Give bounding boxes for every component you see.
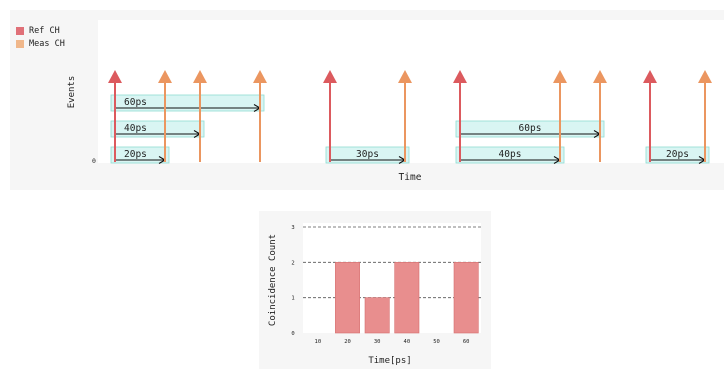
hist-x-axis-label: Time[ps] [368,356,411,366]
hist-y-tick-label: 0 [291,331,294,337]
hist-y-axis-label: Coincidence Count [268,234,278,326]
hist-y-tick-label: 2 [291,260,294,266]
hist-x-tick-label: 20 [344,339,351,345]
meas-event-head [158,70,172,83]
event-timeline-panel: Ref CH Meas CH Events Time 0 60ps 40ps 20ps 30p… [10,10,724,190]
legend-item: Meas CH [16,39,65,49]
hist-bar [335,262,360,334]
legend-swatch [16,27,24,35]
window-delay-label: 60ps [124,97,147,108]
meas-event-head [553,70,567,83]
coincidence-window [455,120,605,138]
coincidence-window [455,146,565,164]
hist-x-tick-label: 10 [315,339,322,345]
ref-event-head [643,70,657,83]
hist-y-tick-label: 3 [291,225,294,231]
window-delay-label: 20ps [666,149,689,160]
hist-x-tick-label: 50 [433,339,440,345]
legend-label: Ref CH [29,26,60,36]
meas-event-head [193,70,207,83]
legend-label: Meas CH [29,39,65,49]
hist-x-tick-label: 60 [463,339,470,345]
legend-swatch [16,40,24,48]
hist-plot-area [303,223,481,333]
y-tick-label: 0 [92,157,96,165]
meas-event-head [593,70,607,83]
coincidence-histogram: 0 1 2 3 10 20 30 40 50 60 Coincidence Count Time[ps… [268,223,481,366]
window-delay-label: 40ps [124,123,147,134]
y-axis-label: Events [67,76,77,109]
coincidence-histogram-panel: 0 1 2 3 10 20 30 40 50 60 Coincidence Count Time[ps… [259,211,491,369]
coincidence-window [325,146,410,164]
window-delay-label: 30ps [356,149,379,160]
hist-bar [394,262,420,334]
window-delay-label: 40ps [499,149,522,160]
ref-event-head [453,70,467,83]
plot-area [98,20,724,163]
coincidence-window [110,94,265,112]
meas-event-head [398,70,412,83]
coincidence-window [645,146,710,164]
coincidence-window [110,146,170,164]
hist-bar [364,297,390,334]
event-timeline: Events Time 0 60ps 40ps 20ps 30ps 60ps 40ps 20ps [67,20,724,183]
window-delay-label: 60ps [519,123,542,134]
meas-event-head [698,70,712,83]
window-delay-label: 20ps [124,149,147,160]
hist-y-tick-label: 1 [291,296,294,302]
meas-event-head [253,70,267,83]
x-axis-label: Time [399,172,422,183]
coincidence-window [110,120,205,138]
legend-item: Ref CH [16,26,60,36]
ref-event-head [108,70,122,83]
ref-event-head [323,70,337,83]
hist-x-tick-label: 30 [374,339,381,345]
hist-bar [453,262,479,334]
hist-x-tick-label: 40 [404,339,411,345]
